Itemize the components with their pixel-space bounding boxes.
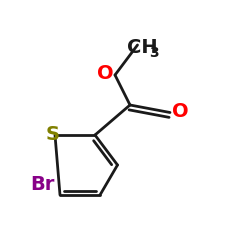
Text: Br: Br bbox=[30, 176, 55, 195]
Text: O: O bbox=[172, 102, 188, 121]
Text: CH: CH bbox=[127, 38, 158, 57]
Text: S: S bbox=[46, 126, 60, 144]
Text: 3: 3 bbox=[149, 46, 158, 60]
Text: O: O bbox=[97, 64, 113, 83]
